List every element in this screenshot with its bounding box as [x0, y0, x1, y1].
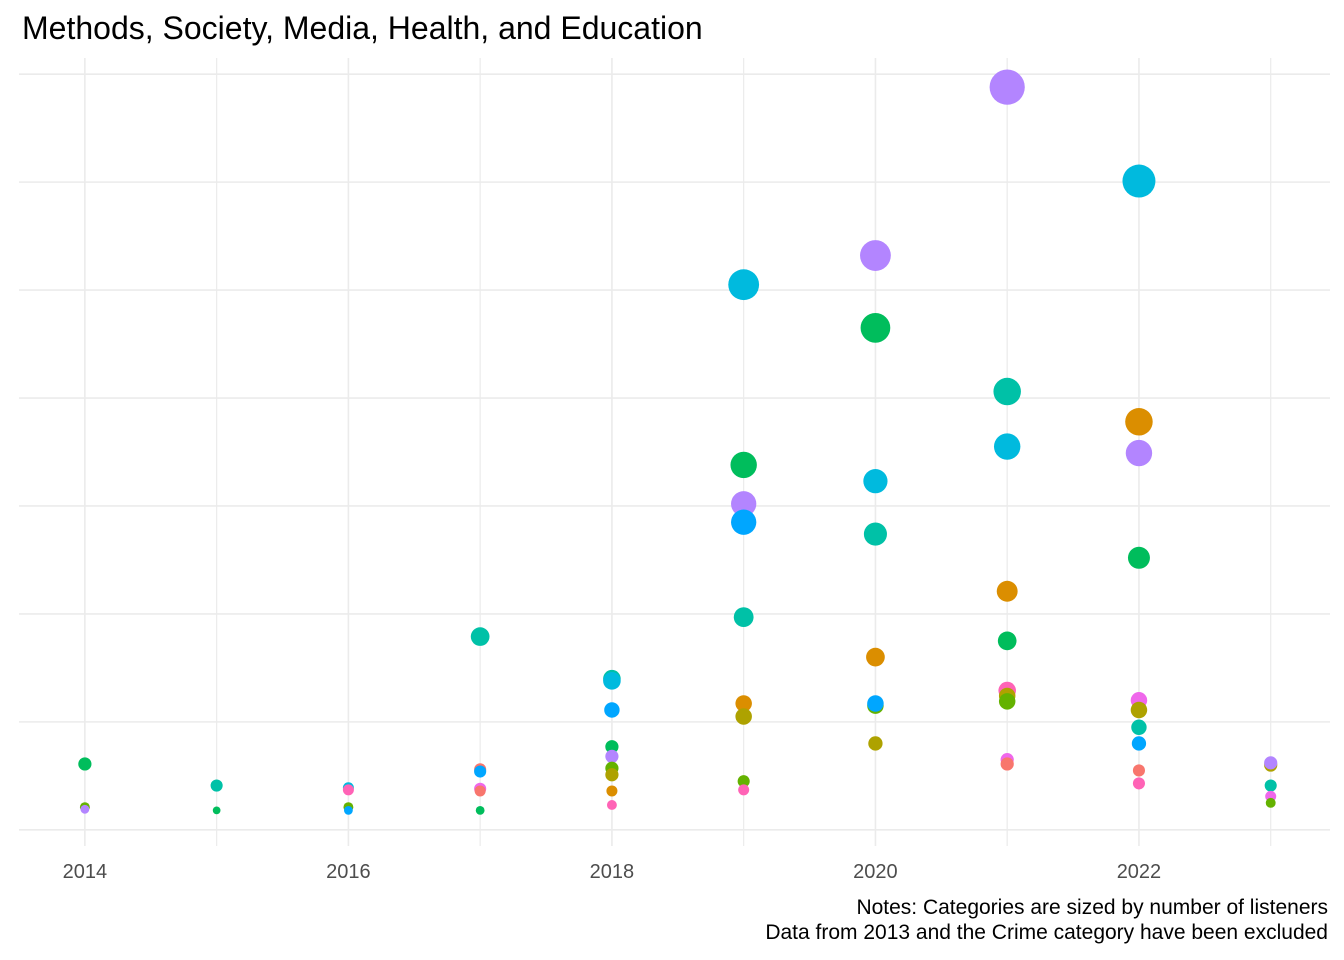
data-point: [731, 509, 757, 535]
data-point: [1265, 797, 1276, 808]
data-point: [1130, 701, 1148, 719]
data-point: [603, 672, 621, 690]
data-point: [605, 749, 619, 764]
data-point: [212, 806, 221, 815]
chart-notes: Notes: Categories are sized by number of…: [765, 895, 1328, 945]
data-point: [1132, 777, 1145, 790]
data-point: [993, 377, 1021, 406]
data-point: [1131, 719, 1147, 735]
data-point: [1264, 779, 1277, 792]
data-point: [860, 313, 891, 343]
data-point: [738, 784, 750, 796]
data-point: [1131, 736, 1147, 751]
data-point: [210, 779, 223, 792]
x-tick-label: 2020: [853, 861, 898, 883]
data-point: [1264, 756, 1278, 770]
data-point: [475, 805, 485, 815]
data-point: [731, 491, 757, 517]
data-point: [1125, 408, 1153, 436]
x-tick-label: 2022: [1117, 861, 1162, 883]
data-point: [80, 804, 90, 814]
data-point: [606, 800, 617, 810]
data-point: [470, 627, 490, 646]
data-point: [1000, 757, 1014, 771]
data-point: [474, 765, 487, 778]
data-points: [78, 69, 1278, 815]
data-point: [1122, 164, 1156, 198]
data-point: [1125, 439, 1153, 467]
note-line-2: Data from 2013 and the Crime category ha…: [765, 921, 1328, 944]
data-point: [78, 757, 92, 771]
data-point: [996, 580, 1018, 602]
data-point: [866, 647, 885, 667]
data-point: [474, 785, 486, 797]
data-point: [867, 695, 884, 712]
data-point: [605, 740, 619, 754]
data-point: [868, 736, 883, 751]
data-point: [733, 607, 754, 628]
data-point: [989, 69, 1025, 105]
data-point: [735, 695, 752, 712]
x-tick-label: 2016: [326, 861, 371, 883]
data-point: [993, 433, 1021, 460]
data-point: [730, 451, 757, 479]
x-tick-label: 2018: [590, 861, 635, 883]
note-line-1: Notes: Categories are sized by number of…: [856, 896, 1328, 919]
data-point: [1127, 546, 1150, 569]
data-point: [606, 785, 618, 797]
x-axis-ticks: 2014 2016 2018 2020 2022: [63, 861, 1162, 883]
data-point: [860, 240, 891, 271]
data-point: [604, 702, 620, 718]
data-point: [737, 775, 750, 788]
x-tick-label: 2014: [63, 861, 108, 883]
data-point: [997, 631, 1017, 651]
data-point: [605, 768, 619, 782]
data-point: [863, 522, 887, 546]
chart-title: Methods, Society, Media, Health, and Edu…: [22, 10, 703, 46]
data-point: [728, 269, 760, 301]
data-point: [342, 784, 354, 796]
data-point: [1132, 764, 1145, 777]
data-point: [863, 469, 888, 494]
data-point: [998, 693, 1016, 710]
data-point: [735, 708, 752, 725]
data-point: [343, 805, 353, 815]
